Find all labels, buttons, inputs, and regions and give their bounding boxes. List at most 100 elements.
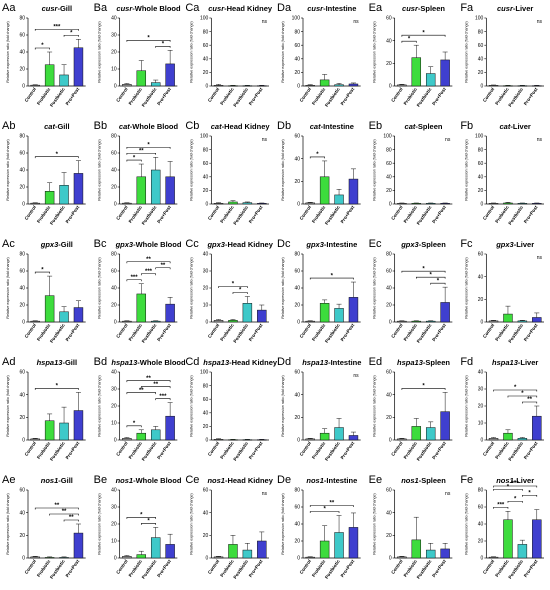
panel-title: gpx3-Head Kidney — [206, 240, 273, 249]
panel-title-gene: hspa13 — [492, 358, 519, 367]
y-tick-label: 0 — [22, 84, 25, 90]
y-tick-label: 20 — [203, 70, 209, 76]
category-label: Control — [115, 559, 128, 575]
category-label: Postbiotic — [49, 86, 66, 107]
y-tick-label: 0 — [206, 320, 209, 326]
panel-title-gene: cat — [119, 122, 130, 131]
panel-letter: Dd — [277, 356, 291, 368]
panel-title-tissue: -Whole Blood — [133, 240, 182, 249]
y-tick-label: 80 — [19, 252, 25, 258]
ns-label: ns — [353, 19, 359, 25]
significance-bracket — [34, 388, 79, 390]
y-tick-label: 20 — [203, 286, 209, 292]
category-label: Control — [482, 323, 495, 339]
category-label: Postbiotic — [507, 558, 524, 579]
significance-bracket — [309, 277, 354, 280]
significance-bracket — [126, 261, 171, 264]
significance-bracket — [522, 401, 538, 404]
y-tick-label: 40 — [478, 274, 484, 280]
bar-probiotic — [503, 313, 513, 323]
bar-control — [488, 203, 499, 205]
panel-title-gene: gpx3 — [400, 240, 419, 249]
category-label: Postbiotic — [324, 440, 341, 461]
category-label: Pro+Post — [65, 322, 81, 342]
significance-bracket — [126, 392, 157, 395]
y-tick-label: 40 — [386, 38, 392, 44]
y-tick-label: 20 — [111, 303, 117, 309]
panel-letter: Aa — [2, 2, 16, 14]
panel-title: cat-Whole Blood — [119, 122, 179, 131]
panel-title-tissue: -Head Kidney — [222, 122, 271, 131]
panel-letter: De — [277, 474, 291, 486]
y-tick-label: 40 — [111, 168, 117, 174]
bar-postbiotic — [242, 439, 253, 441]
category-label: Postbiotic — [232, 86, 249, 107]
bar-probiotic — [411, 426, 422, 441]
bar-probiotic — [44, 64, 55, 87]
panel-Fb: Fb cat-Liver Relative expression ratio (fo… — [460, 120, 544, 226]
bar-probiotic — [136, 176, 147, 205]
panel-letter: Fa — [460, 2, 474, 14]
y-tick-label: 40 — [111, 370, 117, 376]
category-label: Postbiotic — [141, 86, 158, 107]
panel-title-tissue: -Spleen — [415, 122, 443, 131]
y-axis-label: Relative expression ratio (fold change) — [189, 21, 193, 82]
bar-postbiotic — [425, 320, 436, 323]
panel-title-tissue: -Whole Blood — [137, 358, 186, 367]
significance-bracket — [34, 156, 79, 159]
category-label: Control — [115, 323, 128, 339]
panel-title: hspa13-Spleen — [397, 358, 450, 367]
y-tick-label: 20 — [386, 303, 392, 309]
y-tick-label: 20 — [386, 61, 392, 67]
panel-title-tissue: -Whole Blood — [132, 4, 181, 13]
bar-pro-post — [440, 411, 450, 441]
category-label: Pro+Post — [156, 322, 172, 342]
significance-label: *** — [512, 481, 520, 487]
panel-letter: Bc — [94, 238, 107, 250]
panel-Ea: Ea cusr-Spleen Relative expression ratio (… — [369, 2, 453, 108]
panel-title-tissue: -Head Kidney — [225, 476, 274, 485]
y-tick-label: 0 — [22, 438, 25, 444]
category-label: Postbiotic — [141, 558, 158, 579]
bar-pro-post — [165, 176, 175, 205]
bar-pro-post — [165, 303, 175, 323]
panel-title: gpx3-Spleen — [400, 240, 446, 249]
significance-label: * — [316, 152, 319, 158]
category-label: Control — [390, 323, 403, 339]
y-axis-label: Relative expression ratio (fold change) — [373, 139, 377, 200]
significance-bracket — [126, 517, 157, 519]
y-tick-label: 40 — [294, 392, 300, 398]
bar-postbiotic — [150, 82, 161, 87]
category-label: Control — [390, 87, 403, 103]
y-tick-label: 0 — [114, 556, 117, 562]
ns-label: ns — [262, 491, 268, 497]
significance-label: * — [331, 273, 334, 279]
significance-bracket — [232, 292, 248, 294]
significance-label: * — [147, 142, 150, 148]
category-label: Postbiotic — [507, 204, 524, 225]
y-tick-label: 100 — [383, 134, 392, 140]
panel-title-gene: nos1 — [306, 476, 324, 485]
bar-probiotic — [228, 85, 238, 87]
bar-pro-post — [257, 85, 267, 87]
significance-bracket — [309, 505, 354, 507]
significance-label: * — [147, 36, 150, 42]
bar-control — [488, 556, 499, 559]
y-tick-label: 40 — [19, 510, 25, 516]
category-label: Pro+Post — [65, 558, 81, 578]
y-tick-label: 0 — [481, 202, 484, 208]
significance-bracket — [309, 156, 325, 159]
bar-pro-post — [73, 173, 84, 205]
panel-Eb: Eb cat-Spleen Relative expression ratio (f… — [369, 120, 453, 226]
significance-label: * — [41, 43, 44, 49]
y-tick-label: 100 — [200, 16, 209, 22]
y-tick-label: 60 — [19, 488, 25, 494]
bar-pro-post — [73, 532, 84, 559]
significance-bracket — [493, 506, 509, 509]
bar-control — [122, 202, 132, 205]
bar-probiotic — [319, 176, 330, 205]
significance-label: * — [521, 391, 524, 397]
category-label: Control — [24, 441, 37, 457]
panel-title: nos1-Liver — [496, 476, 534, 485]
